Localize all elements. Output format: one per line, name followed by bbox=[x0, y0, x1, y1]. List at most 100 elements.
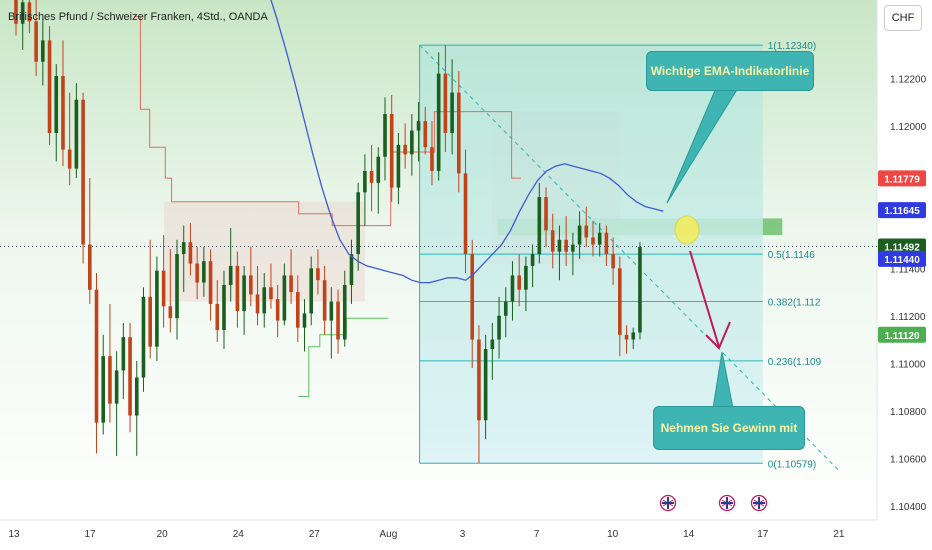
candle-down bbox=[269, 287, 273, 300]
candle-up bbox=[54, 75, 59, 133]
time-tick-label: 17 bbox=[84, 529, 96, 540]
candle-up bbox=[228, 265, 233, 285]
ema-callout[interactable]: Wichtige EMA-Indikatorlinie bbox=[646, 51, 814, 91]
candle-up bbox=[490, 339, 495, 350]
candle-up bbox=[41, 40, 45, 62]
price-badge-label: 1.11645 bbox=[884, 206, 920, 217]
candle-down bbox=[47, 40, 52, 133]
candle-down bbox=[161, 270, 166, 307]
time-tick-label: 17 bbox=[757, 529, 769, 540]
price-tick-label: 1.10600 bbox=[890, 454, 927, 465]
fib-level-label: 1(1.12340) bbox=[768, 41, 816, 52]
candle-up bbox=[356, 192, 360, 255]
candle-down bbox=[624, 334, 629, 340]
candle-up bbox=[571, 244, 575, 252]
candle-up bbox=[222, 284, 226, 331]
candle-up bbox=[141, 296, 146, 378]
time-tick-label: 24 bbox=[233, 529, 245, 540]
candle-down bbox=[195, 263, 199, 283]
price-tick-label: 1.11000 bbox=[890, 359, 926, 370]
ema-indicator[interactable] bbox=[250, 0, 664, 284]
annotations-layer bbox=[659, 87, 768, 512]
candle-up bbox=[309, 268, 314, 314]
candle-up bbox=[282, 275, 287, 321]
fib-level-label: 0.382(1.112 bbox=[768, 298, 821, 309]
candle-up bbox=[524, 265, 528, 290]
candle-down bbox=[457, 92, 461, 174]
time-tick-label: 14 bbox=[683, 529, 695, 540]
candle-up bbox=[175, 254, 179, 319]
candle-up bbox=[537, 197, 542, 255]
candle-up bbox=[638, 246, 642, 333]
price-badge bbox=[878, 250, 926, 267]
time-tick-label: 20 bbox=[157, 529, 169, 540]
candle-down bbox=[14, 0, 18, 24]
target-arrow-line bbox=[689, 250, 720, 348]
candle-down bbox=[517, 275, 521, 290]
candle-down bbox=[94, 289, 99, 423]
candle-down bbox=[235, 265, 240, 312]
candle-up bbox=[557, 239, 562, 252]
candle-up bbox=[155, 270, 159, 347]
price-tick-label: 1.12200 bbox=[890, 74, 927, 85]
candle-down bbox=[289, 275, 293, 293]
candle-down bbox=[322, 280, 327, 321]
candle-down bbox=[255, 294, 260, 314]
candle-up bbox=[134, 377, 139, 416]
price-badge-label: 1.11492 bbox=[884, 242, 920, 253]
candle-down bbox=[403, 144, 407, 155]
candle-down bbox=[34, 21, 38, 62]
time-axis[interactable]: 13 17 20 24 27 Aug 3 7 10 14 17 21 bbox=[8, 529, 844, 540]
price-tick-label: 1.12000 bbox=[890, 122, 927, 133]
candle-down bbox=[604, 232, 609, 255]
resistance-line bbox=[134, 16, 521, 227]
candle-up bbox=[363, 170, 367, 193]
time-tick-label: Aug bbox=[380, 529, 398, 540]
candles-layer bbox=[14, 0, 642, 464]
candle-down bbox=[208, 261, 213, 304]
price-badge-label: 1.11120 bbox=[884, 331, 919, 342]
highlight-circle bbox=[674, 215, 700, 245]
candle-down bbox=[477, 339, 481, 421]
candle-up bbox=[410, 130, 414, 155]
candle-up bbox=[181, 242, 186, 255]
candle-down bbox=[61, 75, 65, 150]
candle-down bbox=[81, 99, 85, 245]
time-tick-label: 3 bbox=[460, 529, 466, 540]
candle-up bbox=[450, 92, 454, 133]
time-tick-label: 27 bbox=[309, 529, 321, 540]
candle-down bbox=[27, 2, 32, 22]
candle-up bbox=[376, 156, 381, 183]
candle-up bbox=[101, 356, 106, 423]
candle-down bbox=[591, 237, 595, 245]
candle-down bbox=[108, 356, 112, 404]
price-badge bbox=[878, 326, 926, 343]
candle-down bbox=[618, 268, 622, 335]
candle-down bbox=[249, 275, 253, 295]
candle-down bbox=[430, 147, 434, 171]
price-badge bbox=[878, 202, 926, 219]
candle-up bbox=[262, 287, 267, 314]
price-badges: 1.117791.116451.1149201:55:031.114401.11… bbox=[878, 170, 926, 343]
price-badge-label: 1.11779 bbox=[884, 174, 920, 185]
take-profit-callout[interactable]: Nehmen Sie Gewinn mit bbox=[653, 406, 805, 450]
candle-down bbox=[128, 337, 132, 416]
fib-level-label: 0.236(1.109 bbox=[768, 357, 822, 368]
candle-up bbox=[329, 301, 334, 321]
candle-up bbox=[349, 254, 354, 285]
candle-down bbox=[188, 242, 193, 264]
candle-down bbox=[544, 197, 548, 231]
candle-up bbox=[436, 73, 441, 171]
candle-down bbox=[423, 121, 428, 148]
candle-up bbox=[503, 301, 508, 316]
time-tick-label: 13 bbox=[8, 529, 20, 540]
candle-down bbox=[88, 244, 92, 290]
candle-down bbox=[275, 299, 280, 321]
fib-level-label: 0(1.10579) bbox=[768, 459, 816, 470]
candle-up bbox=[20, 2, 25, 24]
candle-up bbox=[416, 121, 421, 131]
currency-button[interactable]: CHF bbox=[884, 5, 922, 31]
candle-down bbox=[550, 230, 555, 252]
candle-down bbox=[443, 73, 448, 133]
symbol-title: Britisches Pfund / Schweizer Franken, 4S… bbox=[8, 11, 268, 23]
